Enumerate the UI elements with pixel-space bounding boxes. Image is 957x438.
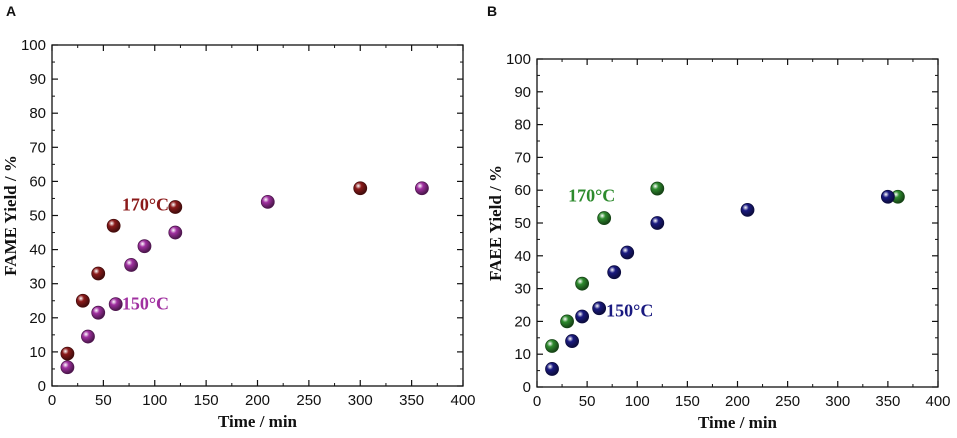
chart-b-x-tick-label: 350 [875,393,900,410]
chart-b-x-tick-label: 150 [675,393,700,410]
chart-a-x-tick-label: 50 [95,392,112,409]
chart-a-y-tick-label: 50 [29,208,46,225]
chart-b-series-150C [545,189,895,376]
chart-a-plot-frame [51,44,464,387]
chart-a-y-tick-label: 90 [29,71,46,88]
chart-b-annotation-label: 170°C [568,186,615,206]
chart-a-y-tick-label: 40 [29,242,46,259]
chart-a-data-point [168,200,183,214]
chart-a-data-point [91,305,106,320]
chart-b-panel-label: B [487,3,497,19]
chart-b-data-point [650,216,665,230]
chart-b-y-tick-label: 30 [514,281,531,298]
chart-a-y-tick-label: 60 [29,173,46,190]
chart-b-data-point [880,189,895,204]
chart-a-data-point [414,181,429,196]
chart-a-data-point [60,360,75,375]
chart-a-y-axis-title: FAME Yield / % [1,155,20,276]
chart-b-x-tick-label: 300 [825,393,850,410]
chart-b-x-tick-label: 0 [533,393,541,410]
chart-b-x-tick-label: 200 [725,393,750,410]
chart-b-data-point [740,202,755,217]
chart-a-series-170C [60,181,368,361]
chart-a-y-tick-label: 0 [38,378,46,395]
chart-a-annotation-label: 150°C [122,293,169,313]
chart-b: B 0 50 100 150 200 250 300 350 400 0 10 20 30 40 50 60 70… [486,3,951,432]
chart-b-y-tick-label: 70 [514,149,531,166]
chart-a-data-point [137,239,152,254]
chart-b-x-axis-title: Time / min [698,413,778,432]
chart-b-y-tick-label: 0 [523,379,531,396]
chart-b-y-tick-label: 80 [514,117,531,134]
chart-a-data-point [75,293,90,308]
chart-b-y-tick-label: 100 [506,51,531,68]
chart-b-y-tick-label: 50 [514,215,531,232]
chart-b-x-tick-label: 50 [579,393,596,410]
chart-a-x-tick-label: 250 [296,392,321,409]
chart-a-y-tick-label: 20 [29,310,46,327]
chart-a-data-point [106,218,121,233]
chart-b-x-tick-label: 100 [625,393,650,410]
chart-a-data-point [260,194,275,209]
chart-b-y-axis-title: FAEE Yield / % [486,165,505,281]
chart-a-data-point [124,258,139,272]
chart-b-data-point [545,339,559,353]
chart-b-data-point [575,309,590,324]
chart-b-y-tick-label: 20 [514,313,531,330]
chart-b-data-point [592,301,607,316]
chart-b-data-point [575,276,590,291]
chart-b-y-tick-label: 60 [514,182,531,199]
chart-b-y-tick-label: 10 [514,346,531,363]
chart-b-data-point [620,245,635,260]
chart-b-series-170C [545,181,905,353]
chart-a-x-tick-label: 350 [399,392,424,409]
chart-b-x-tick-label: 400 [925,393,950,410]
chart-a-x-axis-title: Time / min [218,412,298,431]
chart-a-x-tick-label: 0 [48,392,56,409]
chart-a-annotation-label: 170°C [122,194,169,214]
chart-b-y-tick-label: 40 [514,248,531,265]
chart-a-data-point [91,266,106,281]
chart-a: A 0 50 100 150 200 250 300 350 400 0 10 20 30 40 50 60 70… [1,3,476,431]
chart-a-data-point [168,225,183,240]
chart-b-data-point [597,211,612,225]
chart-b-data-point [565,334,579,348]
chart-a-y-tick-label: 10 [29,344,46,361]
chart-a-y-tick-label: 100 [21,37,46,54]
chart-b-data-point [560,314,574,329]
chart-a-y-tick-label: 80 [29,105,46,122]
chart-b-data-point [650,181,665,196]
chart-b-data-point [607,265,622,280]
chart-a-panel-label: A [6,3,16,19]
chart-a-data-point [353,181,368,196]
chart-a-data-point [60,346,75,361]
chart-b-annotation-label: 150°C [606,300,653,320]
chart-a-y-tick-label: 70 [29,139,46,156]
chart-b-x-tick-label: 250 [775,393,800,410]
chart-a-x-tick-label: 200 [245,392,270,409]
chart-b-plot-frame [536,58,939,388]
chart-a-x-tick-label: 400 [450,392,475,409]
chart-b-data-point [545,362,559,376]
chart-b-y-tick-label: 90 [514,84,531,101]
chart-a-series-150C [60,181,429,375]
chart-a-x-tick-label: 300 [348,392,373,409]
chart-a-data-point [81,329,95,344]
chart-a-y-tick-label: 30 [29,276,46,293]
chart-a-data-point [108,297,123,312]
chart-a-x-tick-label: 100 [142,392,167,409]
chart-a-x-tick-label: 150 [194,392,219,409]
